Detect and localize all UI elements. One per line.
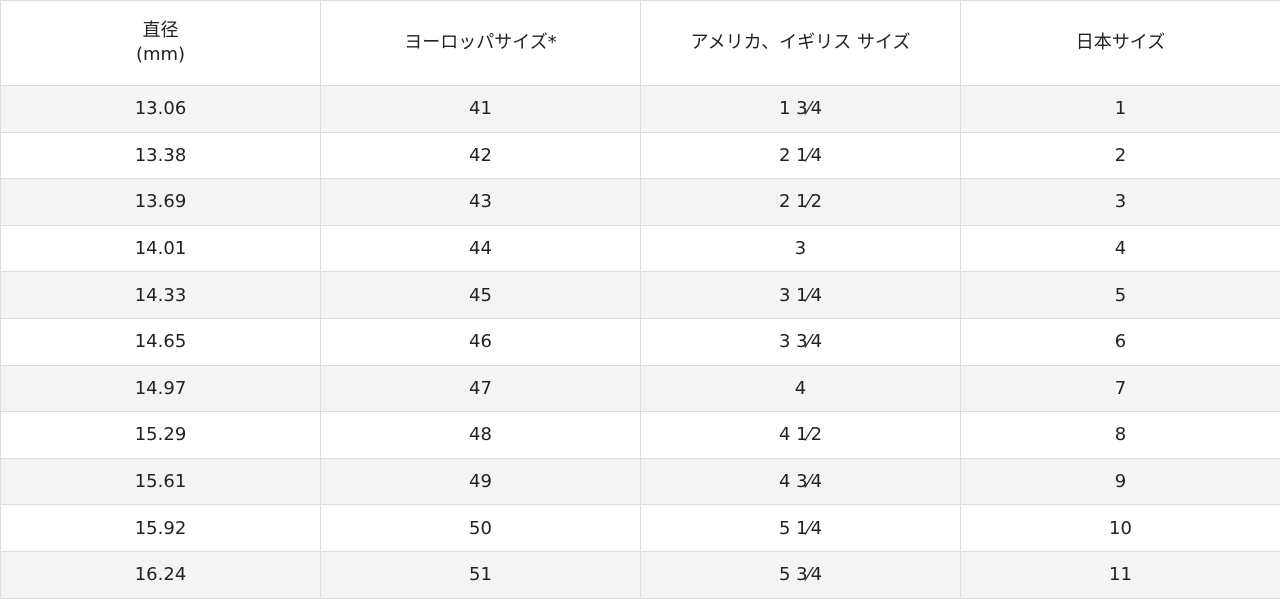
table-cell: 13.69 xyxy=(0,178,321,226)
table-cell: 5 xyxy=(960,271,1280,319)
header-cell: ヨーロッパサイズ* xyxy=(320,0,641,86)
table-cell: 3 3⁄4 xyxy=(640,317,961,366)
table-row: 13.38 42 2 1⁄4 2 xyxy=(0,131,1280,180)
table-row: 15.29 48 4 1⁄2 8 xyxy=(0,411,1280,459)
table-cell: 41 xyxy=(320,85,641,133)
table-row: 14.97 47 4 7 xyxy=(0,364,1280,413)
table-cell: 15.29 xyxy=(0,411,321,459)
table-cell: 49 xyxy=(320,457,641,506)
table-cell: 43 xyxy=(320,178,641,226)
table-cell: 4 xyxy=(960,224,1280,273)
table-cell: 3 xyxy=(960,178,1280,226)
table-cell: 14.33 xyxy=(0,271,321,319)
table-cell: 45 xyxy=(320,271,641,319)
table-cell: 42 xyxy=(320,131,641,180)
table-cell: 4 1⁄2 xyxy=(640,411,961,459)
table-cell: 2 1⁄2 xyxy=(640,178,961,226)
header-row: 直径 (mm) ヨーロッパサイズ* アメリカ、イギリス サイズ 日本サイズ xyxy=(0,0,1280,86)
table-row: 16.24 51 5 3⁄4 11 xyxy=(0,550,1280,599)
header-cell: アメリカ、イギリス サイズ xyxy=(640,0,961,86)
table-cell: 44 xyxy=(320,224,641,273)
table-row: 14.01 44 3 4 xyxy=(0,224,1280,273)
table-cell: 10 xyxy=(960,504,1280,552)
table-body: 13.06 41 1 3⁄4 1 13.38 42 2 1⁄4 2 13.69 43 2 1⁄2 3 1… xyxy=(0,85,1280,599)
table-row: 15.61 49 4 3⁄4 9 xyxy=(0,457,1280,506)
table-cell: 15.61 xyxy=(0,457,321,506)
table-cell: 14.01 xyxy=(0,224,321,273)
table-cell: 11 xyxy=(960,550,1280,599)
table-cell: 7 xyxy=(960,364,1280,413)
table-cell: 48 xyxy=(320,411,641,459)
table-cell: 8 xyxy=(960,411,1280,459)
table-cell: 15.92 xyxy=(0,504,321,552)
table-cell: 51 xyxy=(320,550,641,599)
table-cell: 5 3⁄4 xyxy=(640,550,961,599)
table-cell: 46 xyxy=(320,317,641,366)
table-cell: 13.38 xyxy=(0,131,321,180)
table-cell: 1 xyxy=(960,85,1280,133)
table-row: 14.65 46 3 3⁄4 6 xyxy=(0,317,1280,366)
table-cell: 4 xyxy=(640,364,961,413)
table-row: 13.69 43 2 1⁄2 3 xyxy=(0,178,1280,226)
table-cell: 2 xyxy=(960,131,1280,180)
table-cell: 9 xyxy=(960,457,1280,506)
table-cell: 47 xyxy=(320,364,641,413)
table-cell: 14.65 xyxy=(0,317,321,366)
header-cell: 日本サイズ xyxy=(960,0,1280,86)
table-cell: 16.24 xyxy=(0,550,321,599)
table-row: 13.06 41 1 3⁄4 1 xyxy=(0,85,1280,133)
table-cell: 50 xyxy=(320,504,641,552)
table-cell: 5 1⁄4 xyxy=(640,504,961,552)
table-cell: 3 xyxy=(640,224,961,273)
table-cell: 6 xyxy=(960,317,1280,366)
table-cell: 3 1⁄4 xyxy=(640,271,961,319)
table-cell: 2 1⁄4 xyxy=(640,131,961,180)
header-cell: 直径 (mm) xyxy=(0,0,321,86)
table-cell: 14.97 xyxy=(0,364,321,413)
table-cell: 13.06 xyxy=(0,85,321,133)
table-row: 15.92 50 5 1⁄4 10 xyxy=(0,504,1280,552)
table-row: 14.33 45 3 1⁄4 5 xyxy=(0,271,1280,319)
table-cell: 4 3⁄4 xyxy=(640,457,961,506)
table-cell: 1 3⁄4 xyxy=(640,85,961,133)
